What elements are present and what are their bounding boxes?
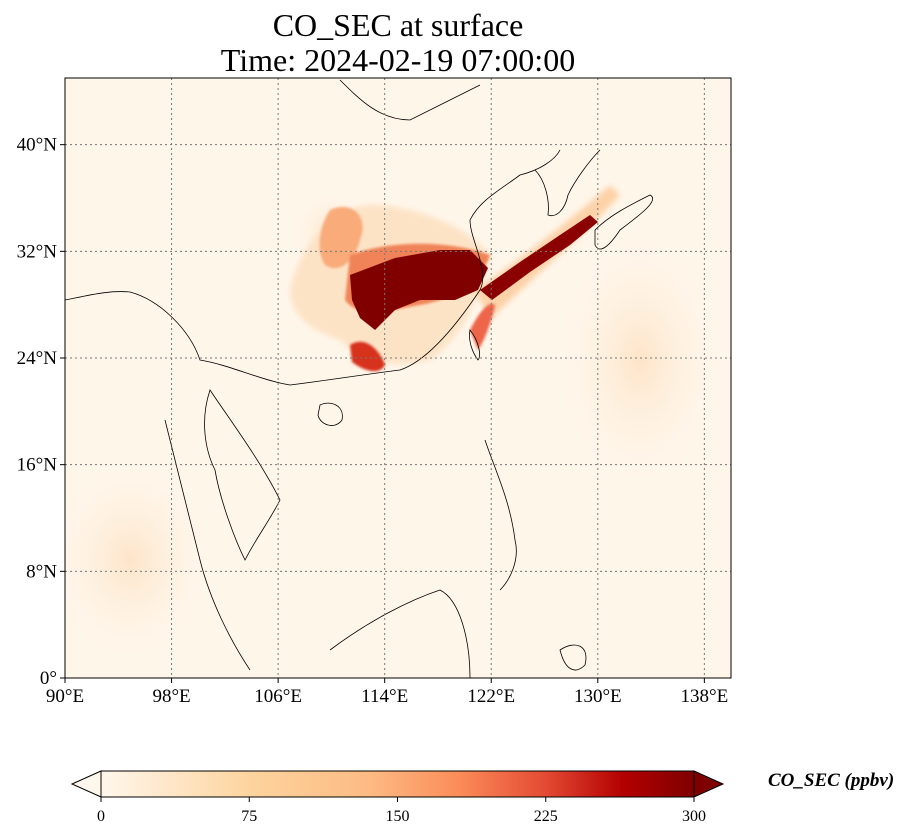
y-tick-label: 0° [40, 668, 57, 689]
colorbar-gradient [101, 771, 694, 797]
x-tick-label: 130°E [574, 686, 622, 707]
map-frame [64, 77, 732, 679]
colorbar-ticks: 0 75 150 225 300 [97, 797, 706, 825]
y-tick-label: 32°N [17, 241, 58, 262]
colorbar-tick-label: 300 [682, 808, 706, 825]
y-tick-label: 16°N [17, 455, 58, 476]
colorbar-tick-label: 225 [534, 808, 558, 825]
y-tick-label: 8°N [26, 561, 57, 582]
colorbar-label: CO_SEC (ppbv) [768, 770, 895, 791]
coastlines [65, 79, 653, 678]
y-tick-label: 40°N [17, 135, 58, 156]
y-tick-label: 24°N [17, 348, 58, 369]
x-tick-label: 90°E [46, 686, 84, 707]
colorbar-extend-low [70, 770, 102, 798]
concentration-field [65, 185, 730, 670]
map-time-subtitle: Time: 2024-02-19 07:00:00 [220, 42, 576, 78]
y-axis-ticks: 0° 8°N 16°N 24°N 32°N 40°N [17, 135, 65, 689]
colorbar-tick-label: 0 [97, 808, 105, 825]
colorbar-tick-label: 75 [241, 808, 257, 825]
x-tick-label: 98°E [152, 686, 190, 707]
x-tick-label: 106°E [254, 686, 302, 707]
gridlines [65, 78, 731, 678]
x-tick-label: 114°E [361, 686, 408, 707]
colorbar-extend-high [693, 770, 725, 798]
x-axis-ticks: 90°E 98°E 106°E 114°E 122°E 130°E 138°E [46, 678, 728, 707]
x-tick-label: 122°E [467, 686, 515, 707]
map-title: CO_SEC at surface [272, 7, 524, 43]
x-tick-label: 138°E [681, 686, 729, 707]
colorbar: 0 75 150 225 300 [70, 770, 725, 825]
colorbar-tick-label: 150 [386, 808, 410, 825]
